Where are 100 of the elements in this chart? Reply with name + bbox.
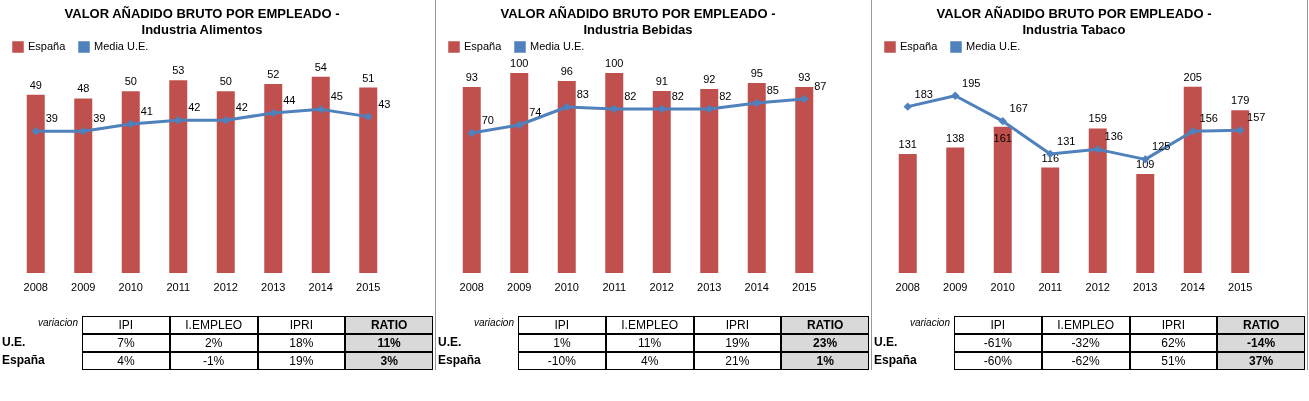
text: 11% [605, 334, 694, 352]
point [1093, 145, 1102, 154]
text: -60% [954, 352, 1042, 370]
chart-title: VALOR AÑADIDO BRUTO POR EMPLEADO - [64, 6, 340, 21]
text: 18% [257, 334, 346, 352]
bar [557, 81, 576, 273]
text: 4% [82, 352, 170, 370]
point [269, 108, 278, 118]
data-label: 42 [235, 101, 248, 114]
x-tick-label: 2011 [602, 280, 627, 293]
bar [1136, 173, 1155, 273]
data-label: 82 [671, 90, 684, 102]
point [467, 128, 476, 138]
x-tick-label: 2013 [261, 280, 286, 293]
point [126, 119, 135, 129]
text: 2% [169, 334, 258, 352]
text: RATIO [1217, 316, 1305, 334]
x-tick-label: 2010 [554, 280, 579, 293]
x-tick-label: 2010 [118, 280, 143, 293]
x-tick-label: 2014 [1180, 280, 1205, 293]
text: 19% [257, 352, 346, 370]
point [221, 116, 230, 125]
text: IPRI [693, 316, 782, 334]
text: IPRI [257, 316, 346, 334]
text: -10% [518, 352, 606, 370]
data-label: 70 [481, 114, 494, 126]
data-label: 53 [172, 64, 185, 77]
legend-label: España [900, 40, 939, 52]
bar [946, 147, 965, 273]
data-label: 159 [1088, 112, 1107, 125]
text: I.EMPLEO [605, 316, 694, 334]
bar [993, 126, 1012, 273]
data-label: 93 [465, 71, 478, 83]
bar [700, 89, 719, 273]
data-label: 95 [750, 67, 763, 79]
bar [169, 80, 188, 273]
bar [462, 87, 481, 273]
data-label: 51 [362, 71, 375, 84]
x-tick-label: 2009 [943, 280, 968, 293]
data-label: 82 [624, 90, 637, 102]
text: España [2, 352, 46, 369]
x-tick-label: 2015 [792, 280, 817, 293]
data-label: 49 [29, 78, 42, 91]
data-label: 85 [766, 84, 779, 96]
legend-label: Media U.E. [530, 40, 585, 52]
data-label: 100 [510, 57, 529, 69]
point [752, 98, 761, 108]
data-label: 43 [378, 97, 391, 110]
x-tick-label: 2014 [308, 280, 333, 293]
point [657, 104, 666, 114]
bar [510, 73, 529, 273]
chart-subtitle: Industria Bebidas [583, 22, 693, 37]
text: IPI [82, 316, 170, 334]
point [705, 104, 714, 114]
text: U.E. [438, 334, 463, 351]
text: 62% [1129, 334, 1218, 352]
bar [747, 83, 766, 273]
legend-label: España [28, 40, 67, 52]
bar [652, 91, 671, 273]
data-label: 195 [962, 76, 981, 89]
point [174, 116, 183, 125]
legend-label: Media U.E. [966, 40, 1021, 52]
text: 3% [345, 352, 433, 370]
data-label: 42 [188, 101, 201, 114]
data-label: 93 [798, 71, 811, 83]
x-tick-label: 2009 [507, 280, 532, 293]
text: U.E. [2, 334, 27, 351]
text: variacion [472, 316, 515, 330]
data-label: 131 [898, 137, 917, 150]
data-label: 54 [314, 60, 327, 73]
text: 11% [345, 334, 433, 352]
data-label: 167 [1009, 102, 1028, 115]
x-tick-label: 2013 [697, 280, 722, 293]
data-label: 50 [124, 75, 137, 88]
bar [1231, 110, 1250, 273]
text: España [874, 352, 918, 369]
point [515, 120, 524, 130]
data-label: 179 [1231, 94, 1250, 107]
chart-subtitle: Industria Tabaco [1022, 22, 1126, 37]
bar [1088, 128, 1107, 273]
bar [795, 87, 814, 273]
bar [605, 73, 624, 273]
text: I.EMPLEO [169, 316, 258, 334]
x-tick-label: 2015 [356, 280, 381, 293]
data-label: 92 [703, 73, 716, 85]
data-label: 74 [529, 106, 542, 118]
text: 19% [693, 334, 782, 352]
x-tick-label: 2011 [1038, 280, 1063, 293]
data-label: 39 [45, 112, 58, 125]
text: 1% [781, 352, 869, 370]
text: RATIO [345, 316, 433, 334]
data-label: 138 [946, 131, 965, 144]
text: IPI [518, 316, 606, 334]
x-tick-label: 2014 [744, 280, 769, 293]
legend-label: España [464, 40, 503, 52]
text: variacion [908, 316, 951, 330]
text: 4% [605, 352, 694, 370]
x-tick-label: 2011 [166, 280, 191, 293]
point [1188, 127, 1197, 136]
data-label: 48 [77, 82, 90, 95]
